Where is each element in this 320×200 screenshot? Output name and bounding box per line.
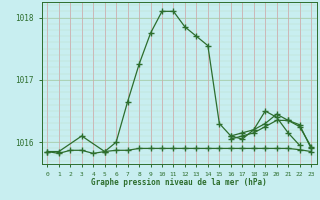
X-axis label: Graphe pression niveau de la mer (hPa): Graphe pression niveau de la mer (hPa) [91, 178, 267, 187]
